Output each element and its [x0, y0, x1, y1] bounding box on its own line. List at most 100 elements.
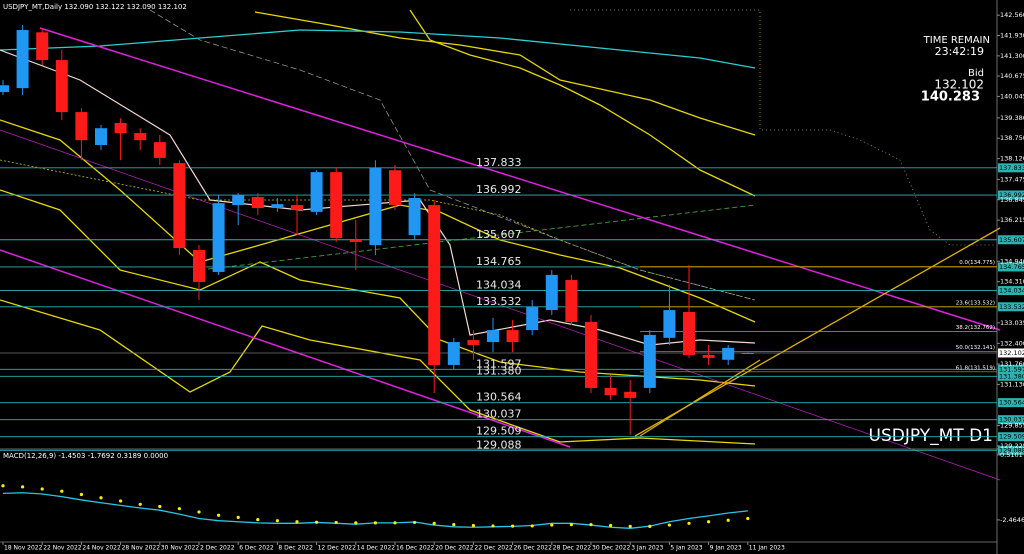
signal-dot [217, 513, 221, 517]
signal-dot [40, 487, 44, 491]
y-tick-label: -2.4646 [1000, 516, 1024, 524]
signal-dot [530, 524, 534, 528]
x-tick-label: 20 Dec 2022 [435, 545, 474, 552]
x-tick-label: 14 Dec 2022 [357, 545, 396, 552]
signal-dot [471, 523, 475, 528]
candle-body [114, 123, 127, 134]
signal-dot [609, 523, 613, 528]
candle-body [663, 310, 676, 338]
axis-level-box [998, 398, 1024, 408]
candle-body [487, 330, 499, 343]
fib-label: 38.2(132.762) [956, 325, 995, 331]
channel-line [39, 27, 1001, 331]
axis-level-label: 130.564 [999, 399, 1024, 407]
signal-dot [236, 515, 240, 520]
candle-body [447, 342, 460, 365]
signal-dot [569, 523, 574, 527]
signal-dot [334, 520, 338, 525]
candle-body [428, 205, 441, 365]
macd-title: MACD(12,26,9) -1.4503 -1.7692 0.3189 0.0… [3, 452, 168, 460]
y-tick-label: 134.310 [1000, 278, 1024, 286]
candle-body [95, 128, 107, 146]
y-tick-label: 134.940 [1000, 257, 1024, 265]
band-line [0, 189, 756, 387]
fib-label: 61.8(131.519) [956, 365, 995, 371]
x-tick-label: 28 Nov 2022 [122, 545, 161, 552]
signal-dot [373, 521, 377, 525]
y-tick-label: 131.760 [1000, 360, 1024, 368]
level-label: 134.034 [476, 279, 522, 292]
moving-average [0, 159, 756, 301]
channel-line [0, 249, 571, 448]
level-label: 129.509 [476, 425, 522, 438]
y-tick-label: 139.380 [1000, 114, 1024, 122]
fib-label: 0.0(134.775) [959, 260, 995, 266]
y-tick-label: 140.045 [1000, 92, 1024, 100]
level-label: 133.532 [476, 295, 522, 308]
signal-dot [393, 521, 397, 525]
axis-level-box [998, 445, 1024, 455]
candle-body [16, 30, 29, 89]
signal-dot [99, 496, 103, 500]
signal-dot [197, 510, 201, 514]
trend-line [639, 359, 761, 437]
y-tick-label: 138.120 [1000, 155, 1024, 163]
y-tick-label: 129.225 [1000, 442, 1024, 450]
x-tick-label: 6 Dec 2022 [239, 545, 274, 552]
candle-body [467, 340, 480, 345]
signal-dot [726, 518, 730, 522]
y-tick-label: 138.750 [1000, 134, 1024, 142]
x-tick-label: 11 Jan 2023 [749, 545, 785, 552]
axis-level-box [998, 262, 1024, 272]
axis-level-label: 131.597 [999, 365, 1024, 373]
x-tick-label: 3 Jan 2023 [631, 545, 663, 552]
signal-dot [687, 521, 691, 525]
candle-body [330, 172, 343, 239]
candle-body [36, 32, 49, 61]
candle-body [604, 387, 617, 396]
axis-level-box [998, 371, 1024, 381]
candle-body [232, 195, 245, 206]
channel-line [0, 129, 1001, 481]
axis-level-label: 133.532 [999, 303, 1024, 311]
axis-level-box [998, 163, 1024, 173]
y-tick-label: 142.560 [1000, 11, 1024, 19]
x-tick-label: 12 Dec 2022 [318, 545, 357, 552]
axis-level-box [998, 415, 1024, 425]
candle-body [349, 239, 362, 242]
candle-body [212, 203, 225, 272]
x-tick-label: 2 Dec 2022 [200, 545, 235, 552]
candle-body [251, 197, 264, 209]
candle-body [624, 391, 637, 398]
axis-level-label: 136.992 [999, 191, 1024, 199]
y-tick-label: 133.035 [1000, 319, 1024, 327]
y-tick-label: 140.675 [1000, 72, 1024, 80]
trend-line [199, 204, 756, 271]
axis-level-label: 129.088 [999, 446, 1024, 454]
signal-dot [413, 520, 417, 525]
candle-body [389, 170, 401, 206]
signal-dot [452, 523, 456, 527]
time-remain: 23:42:19 [935, 45, 984, 58]
symbol-label: USDJPY_MT D1 [869, 426, 993, 446]
signal-dot [79, 492, 83, 497]
candle-body [643, 334, 656, 388]
lag-line [149, 9, 756, 301]
candle-body [408, 197, 421, 236]
x-tick-label: 26 Dec 2022 [514, 545, 553, 552]
signal-dot [1, 484, 5, 488]
y-tick-label: 136.215 [1000, 216, 1024, 224]
y-tick-label: 0.5101 [1000, 451, 1023, 459]
signal-dot [21, 485, 25, 489]
signal-dot [491, 524, 495, 528]
signal-dot [550, 523, 554, 527]
title-bar: USDJPY_MT,Daily 132.090 132.122 132.090 … [3, 3, 187, 11]
candle-body [526, 306, 539, 331]
signal-dot [354, 521, 358, 525]
candle-body [55, 60, 68, 113]
x-tick-label: 22 Dec 2022 [474, 545, 513, 552]
candle-body [722, 347, 735, 360]
bid-box [998, 348, 1024, 358]
signal-dot [746, 516, 750, 521]
